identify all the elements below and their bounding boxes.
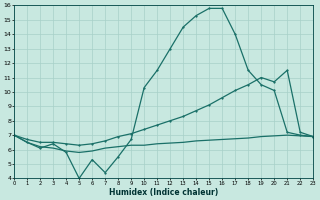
X-axis label: Humidex (Indice chaleur): Humidex (Indice chaleur): [109, 188, 218, 197]
